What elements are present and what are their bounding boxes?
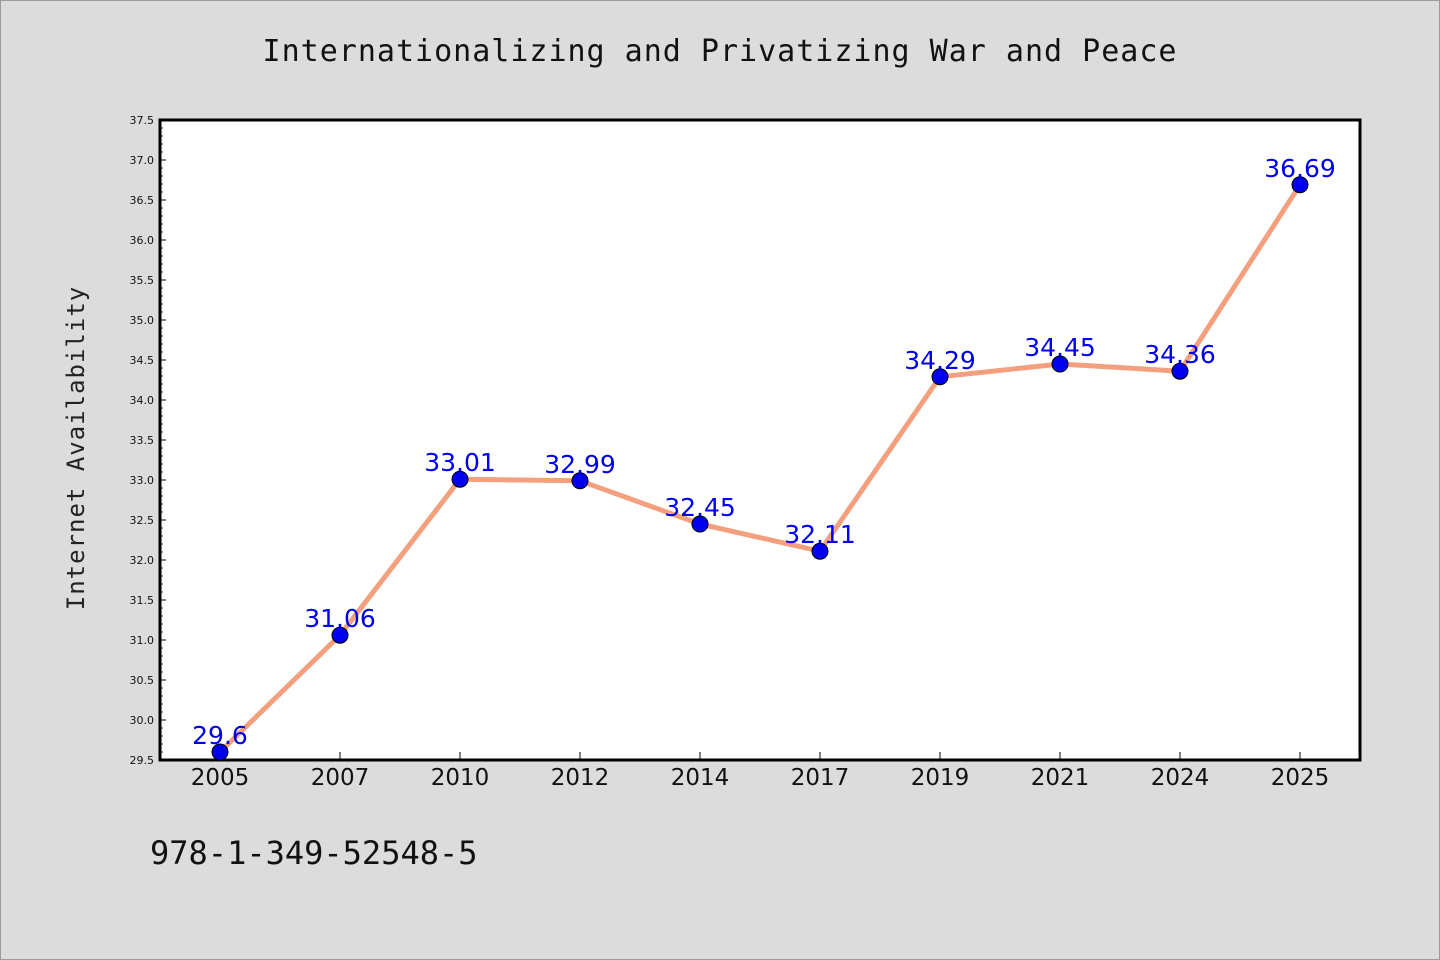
- x-tick-label: 2014: [671, 765, 730, 791]
- y-tick-label: 35.0: [130, 314, 155, 327]
- data-label: 29.6: [192, 721, 248, 750]
- data-point: [571, 472, 589, 490]
- x-tick-label: 2025: [1271, 765, 1330, 791]
- data-point: [211, 743, 229, 761]
- x-tick-label: 2010: [431, 765, 490, 791]
- data-label: 36.69: [1264, 154, 1336, 183]
- plot-area: [158, 118, 1362, 762]
- data-point: [811, 542, 829, 560]
- data-point: [1051, 355, 1069, 373]
- y-tick-label: 33.0: [130, 474, 155, 487]
- x-tick-label: 2019: [911, 765, 970, 791]
- data-point: [931, 368, 949, 386]
- x-tick-label: 2017: [791, 765, 850, 791]
- x-tick-label: 2012: [551, 765, 610, 791]
- y-tick-label: 30.0: [130, 714, 155, 727]
- data-label: 34.29: [904, 346, 976, 375]
- isbn-text: 978-1-349-52548-5: [150, 834, 478, 872]
- chart-title: Internationalizing and Privatizing War a…: [262, 34, 1178, 69]
- y-tick-label: 37.0: [130, 154, 155, 167]
- y-tick-label: 36.5: [130, 194, 155, 207]
- x-tick-label: 2024: [1151, 765, 1210, 791]
- data-point: [451, 470, 469, 488]
- y-tick-label: 36.0: [130, 234, 155, 247]
- y-tick-label: 31.5: [130, 594, 155, 607]
- series-line: [217, 182, 1303, 755]
- data-label: 31.06: [304, 604, 376, 633]
- data-point: [1291, 176, 1309, 194]
- data-label: 34.45: [1024, 333, 1096, 362]
- y-tick-label: 30.5: [130, 674, 155, 687]
- data-point: [1171, 362, 1189, 380]
- series-group: [211, 176, 1309, 761]
- x-tick-label: 2005: [191, 765, 250, 791]
- y-tick-label: 35.5: [130, 274, 155, 287]
- y-tick-label: 32.0: [130, 554, 155, 567]
- y-tick-label: 32.5: [130, 514, 155, 527]
- data-label: 32.99: [544, 450, 616, 479]
- y-tick-label: 31.0: [130, 634, 155, 647]
- y-tick-label: 34.5: [130, 354, 155, 367]
- y-tick-label: 34.0: [130, 394, 155, 407]
- data-label: 32.45: [664, 493, 736, 522]
- data-point: [331, 626, 349, 644]
- x-axis: 2005 2007 2010 2012 2014 2017 2019 2021 2024 2025: [191, 752, 1330, 791]
- y-axis: 29.5 30.0 30.5 31.0 31.5 32.0 32.5 33.0 33.5 34.0…: [130, 114, 166, 767]
- y-tick-label: 37.5: [130, 114, 155, 127]
- data-label: 32.11: [784, 520, 856, 549]
- data-label: 33.01: [424, 448, 496, 477]
- data-label: 34.36: [1144, 340, 1216, 369]
- x-tick-label: 2007: [311, 765, 370, 791]
- y-tick-label: 33.5: [130, 434, 155, 447]
- y-tick-label: 29.5: [130, 754, 155, 767]
- data-labels: 29.6 31.06 33.01 32.99 32.45 32.11 34.29 34.45 3…: [192, 154, 1336, 750]
- x-tick-label: 2021: [1031, 765, 1090, 791]
- data-point: [691, 515, 709, 533]
